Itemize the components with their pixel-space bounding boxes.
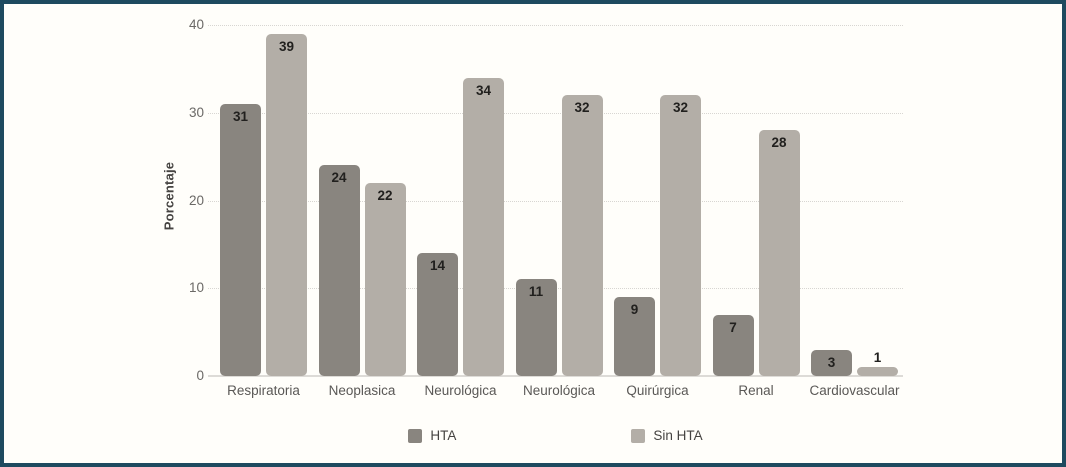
legend-item: Sin HTA	[631, 428, 703, 443]
bar-sin-hta	[758, 130, 800, 376]
bar-value-label: 22	[377, 187, 393, 203]
x-tick-label: Cardiovascular	[809, 383, 900, 398]
bar-value-label: 24	[331, 170, 347, 186]
y-tick-label: 20	[188, 192, 204, 208]
bar-value-label: 28	[771, 135, 787, 151]
bar-value-label: 11	[528, 284, 544, 300]
bar-value-label: 32	[672, 100, 689, 116]
bar-value-label: 32	[574, 100, 590, 116]
bar-value-label: 9	[630, 302, 639, 318]
gridline	[208, 112, 903, 114]
bar-sin-hta	[660, 95, 701, 376]
bar-hta	[614, 297, 655, 376]
bar-sin-hta	[463, 77, 504, 376]
bar-value-label: 7	[729, 319, 737, 335]
bar-hta	[515, 279, 557, 376]
x-tick-label: Neurológica	[522, 383, 596, 398]
gridline	[208, 200, 903, 202]
bar-sin-hta	[364, 182, 406, 376]
legend: HTA Sin HTA	[208, 428, 903, 443]
bar-hta	[811, 349, 852, 376]
y-tick-label: 30	[188, 104, 204, 120]
x-tick-label: Neurológica	[424, 383, 497, 398]
y-tick-label: 10	[188, 280, 204, 296]
bar-hta	[318, 165, 360, 376]
bar-sin-hta	[857, 367, 898, 376]
bar-value-label: 1	[873, 350, 882, 366]
bar-sin-hta	[266, 33, 307, 376]
x-tick-label: Respiratoria	[227, 383, 300, 398]
gridline	[208, 25, 903, 26]
bar-hta	[417, 253, 458, 376]
legend-swatch	[408, 428, 423, 443]
x-axis-line	[208, 375, 903, 377]
y-axis-title: Porcentaje	[161, 161, 177, 231]
bar-value-label: 14	[429, 258, 446, 274]
x-tick-label: Renal	[738, 383, 774, 398]
bar-value-label: 3	[827, 354, 836, 370]
legend-label: Sin HTA	[653, 428, 703, 443]
legend-swatch	[631, 428, 646, 443]
bar-sin-hta	[561, 95, 603, 376]
bar-hta	[220, 103, 261, 376]
bar-hta	[712, 314, 754, 376]
y-tick-label: 0	[196, 368, 204, 383]
bar-value-label: 31	[232, 108, 249, 124]
y-tick-label: 40	[188, 17, 204, 32]
bar-value-label: 34	[475, 82, 492, 98]
x-tick-label: Neoplasica	[328, 383, 396, 398]
legend-label: HTA	[430, 428, 457, 443]
legend-item: HTA	[408, 428, 456, 443]
x-tick-label: Quirúrgica	[626, 383, 689, 398]
bar-value-label: 39	[278, 38, 295, 54]
